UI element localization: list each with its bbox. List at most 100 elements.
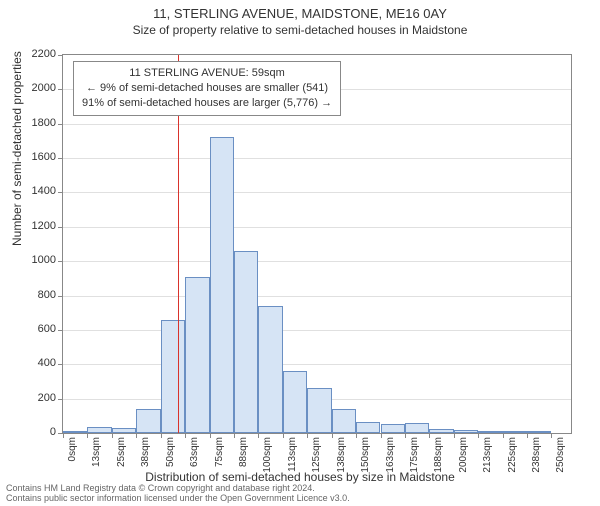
gridline — [63, 158, 571, 159]
xtick-mark — [551, 433, 552, 438]
histogram-bar — [356, 422, 380, 433]
ytick-label: 2200 — [16, 48, 56, 60]
histogram-bar — [405, 423, 429, 433]
legend-line: 11 STERLING AVENUE: 59sqm — [82, 66, 332, 81]
xtick-label: 138sqm — [336, 437, 347, 473]
histogram-bar — [527, 431, 551, 433]
ytick-mark — [58, 364, 63, 365]
xtick-mark — [381, 433, 382, 438]
legend-line: ← 9% of semi-detached houses are smaller… — [82, 81, 332, 96]
xtick-mark — [332, 433, 333, 438]
xtick-mark — [258, 433, 259, 438]
xtick-mark — [356, 433, 357, 438]
ytick-mark — [58, 330, 63, 331]
xtick-label: 100sqm — [262, 437, 273, 473]
y-axis-label: Number of semi-detached properties — [10, 51, 24, 246]
ytick-label: 200 — [16, 392, 56, 404]
xtick-mark — [112, 433, 113, 438]
xtick-label: 63sqm — [189, 437, 200, 467]
histogram-bar — [503, 431, 527, 433]
histogram-bar — [283, 371, 307, 433]
histogram-bar — [307, 388, 331, 433]
gridline — [63, 261, 571, 262]
histogram-bar — [136, 409, 160, 433]
xtick-label: 163sqm — [385, 437, 396, 473]
ytick-label: 1000 — [16, 254, 56, 266]
xtick-label: 188sqm — [433, 437, 444, 473]
chart-legend: 11 STERLING AVENUE: 59sqm← 9% of semi-de… — [73, 61, 341, 116]
xtick-label: 88sqm — [238, 437, 249, 467]
histogram-bar — [112, 428, 136, 433]
x-axis-label: Distribution of semi-detached houses by … — [0, 470, 600, 484]
histogram-bar — [454, 430, 478, 433]
histogram-bar — [185, 277, 209, 433]
ytick-mark — [58, 124, 63, 125]
gridline — [63, 192, 571, 193]
xtick-mark — [87, 433, 88, 438]
xtick-label: 25sqm — [116, 437, 127, 467]
ytick-mark — [58, 399, 63, 400]
ytick-label: 1800 — [16, 117, 56, 129]
gridline — [63, 364, 571, 365]
histogram-bar — [63, 431, 87, 433]
ytick-label: 1200 — [16, 220, 56, 232]
xtick-mark — [234, 433, 235, 438]
xtick-label: 75sqm — [214, 437, 225, 467]
histogram-bar — [429, 429, 453, 433]
xtick-mark — [185, 433, 186, 438]
xtick-mark — [161, 433, 162, 438]
xtick-mark — [503, 433, 504, 438]
histogram-bar — [332, 409, 356, 433]
ytick-label: 600 — [16, 323, 56, 335]
gridline — [63, 227, 571, 228]
gridline — [63, 124, 571, 125]
ytick-label: 1600 — [16, 151, 56, 163]
xtick-mark — [210, 433, 211, 438]
xtick-mark — [307, 433, 308, 438]
xtick-mark — [63, 433, 64, 438]
xtick-label: 150sqm — [360, 437, 371, 473]
chart-plot-area: 0sqm13sqm25sqm38sqm50sqm63sqm75sqm88sqm1… — [62, 54, 572, 434]
xtick-mark — [478, 433, 479, 438]
chart-subtitle: Size of property relative to semi-detach… — [0, 23, 600, 37]
xtick-label: 50sqm — [165, 437, 176, 467]
xtick-label: 238sqm — [531, 437, 542, 473]
ytick-mark — [58, 261, 63, 262]
chart-title: 11, STERLING AVENUE, MAIDSTONE, ME16 0AY — [0, 6, 600, 21]
ytick-label: 1400 — [16, 185, 56, 197]
gridline — [63, 296, 571, 297]
histogram-bar — [258, 306, 282, 433]
xtick-mark — [283, 433, 284, 438]
legend-line: 91% of semi-detached houses are larger (… — [82, 96, 332, 111]
ytick-mark — [58, 227, 63, 228]
xtick-label: 225sqm — [507, 437, 518, 473]
ytick-mark — [58, 89, 63, 90]
histogram-bar — [87, 427, 111, 433]
histogram-bar — [381, 424, 405, 433]
histogram-bar — [210, 137, 234, 433]
xtick-label: 213sqm — [482, 437, 493, 473]
xtick-label: 113sqm — [287, 437, 298, 472]
xtick-label: 175sqm — [409, 437, 420, 473]
xtick-mark — [454, 433, 455, 438]
xtick-mark — [429, 433, 430, 438]
xtick-label: 38sqm — [140, 437, 151, 467]
ytick-mark — [58, 192, 63, 193]
xtick-label: 250sqm — [555, 437, 566, 473]
histogram-bar — [234, 251, 258, 433]
ytick-label: 800 — [16, 289, 56, 301]
ytick-mark — [58, 296, 63, 297]
gridline — [63, 330, 571, 331]
ytick-mark — [58, 55, 63, 56]
xtick-label: 125sqm — [311, 437, 322, 473]
ytick-label: 400 — [16, 357, 56, 369]
histogram-bar — [478, 431, 502, 433]
xtick-mark — [527, 433, 528, 438]
ytick-label: 0 — [16, 426, 56, 438]
xtick-label: 0sqm — [67, 437, 78, 461]
footer-line-2: Contains public sector information licen… — [6, 494, 350, 504]
histogram-bar — [161, 320, 185, 433]
ytick-mark — [58, 158, 63, 159]
xtick-mark — [405, 433, 406, 438]
ytick-label: 2000 — [16, 82, 56, 94]
